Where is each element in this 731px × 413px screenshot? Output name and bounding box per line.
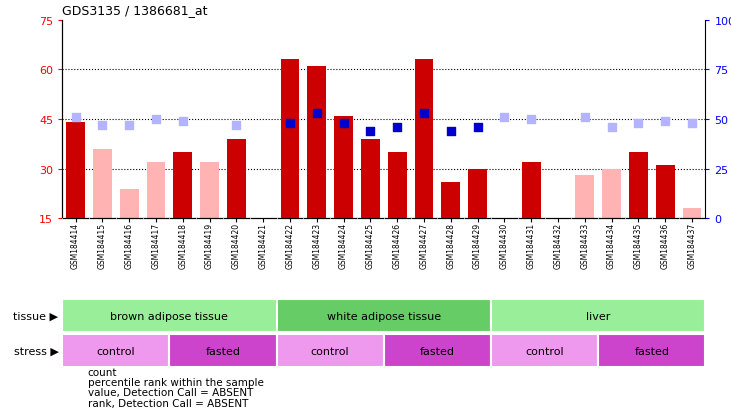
Bar	[227, 140, 246, 219]
Bar	[170, 335, 276, 368]
Text: control: control	[311, 346, 349, 356]
Point	[284, 121, 296, 127]
Text: GSM184437: GSM184437	[688, 222, 697, 268]
Bar	[120, 189, 139, 219]
Text: GSM184419: GSM184419	[205, 222, 214, 268]
Text: tissue ▶: tissue ▶	[13, 311, 58, 321]
Text: GSM184428: GSM184428	[447, 222, 455, 268]
Point	[311, 111, 322, 117]
Bar	[384, 335, 491, 368]
Bar	[62, 299, 276, 332]
Bar	[491, 299, 705, 332]
Bar	[656, 166, 675, 219]
Text: rank, Detection Call = ABSENT: rank, Detection Call = ABSENT	[88, 398, 248, 408]
Text: value, Detection Call = ABSENT: value, Detection Call = ABSENT	[88, 387, 253, 397]
Point	[471, 124, 483, 131]
Text: GSM184414: GSM184414	[71, 222, 80, 268]
Text: fasted: fasted	[420, 346, 455, 356]
Point	[632, 121, 644, 127]
Bar	[414, 60, 433, 219]
Text: control: control	[526, 346, 564, 356]
Bar	[387, 153, 406, 219]
Point	[418, 111, 430, 117]
Bar	[361, 140, 380, 219]
Point	[150, 116, 162, 123]
Text: GSM184436: GSM184436	[661, 222, 670, 268]
Text: GSM184427: GSM184427	[420, 222, 428, 268]
Text: count: count	[88, 367, 117, 377]
Point	[445, 128, 457, 135]
Bar	[281, 60, 300, 219]
Bar	[602, 169, 621, 219]
Text: GSM184429: GSM184429	[473, 222, 482, 268]
Text: GSM184423: GSM184423	[312, 222, 321, 268]
Bar	[62, 335, 170, 368]
Text: GSM184424: GSM184424	[339, 222, 348, 268]
Point	[526, 116, 537, 123]
Text: GSM184426: GSM184426	[393, 222, 401, 268]
Text: GSM184432: GSM184432	[553, 222, 562, 268]
Bar	[522, 196, 540, 219]
Text: GSM184421: GSM184421	[259, 222, 268, 268]
Bar	[468, 169, 487, 219]
Bar	[442, 183, 461, 219]
Text: white adipose tissue: white adipose tissue	[327, 311, 441, 321]
Point	[365, 128, 376, 135]
Bar	[200, 163, 219, 219]
Bar	[598, 335, 705, 368]
Point	[177, 119, 189, 125]
Text: GDS3135 / 1386681_at: GDS3135 / 1386681_at	[62, 4, 208, 17]
Text: control: control	[96, 346, 135, 356]
Bar	[276, 335, 384, 368]
Point	[230, 122, 242, 129]
Text: GSM184433: GSM184433	[580, 222, 589, 268]
Text: GSM184430: GSM184430	[500, 222, 509, 268]
Text: GSM184431: GSM184431	[527, 222, 536, 268]
Bar	[67, 123, 85, 219]
Point	[391, 124, 403, 131]
Text: fasted: fasted	[205, 346, 240, 356]
Bar	[146, 163, 165, 219]
Text: percentile rank within the sample: percentile rank within the sample	[88, 377, 264, 387]
Bar	[276, 299, 491, 332]
Point	[96, 122, 108, 129]
Bar	[683, 209, 701, 219]
Text: GSM184418: GSM184418	[178, 222, 187, 268]
Bar	[629, 153, 648, 219]
Text: fasted: fasted	[635, 346, 670, 356]
Text: liver: liver	[586, 311, 610, 321]
Bar	[173, 153, 192, 219]
Text: GSM184425: GSM184425	[366, 222, 375, 268]
Text: GSM184416: GSM184416	[125, 222, 134, 268]
Point	[659, 119, 671, 125]
Point	[579, 114, 591, 121]
Point	[686, 121, 698, 127]
Bar	[334, 116, 353, 219]
Text: GSM184434: GSM184434	[607, 222, 616, 268]
Bar	[93, 150, 112, 219]
Point	[69, 114, 81, 121]
Bar	[575, 176, 594, 219]
Bar	[522, 163, 540, 219]
Text: GSM184420: GSM184420	[232, 222, 240, 268]
Bar	[307, 67, 326, 219]
Bar	[442, 186, 461, 219]
Point	[499, 114, 510, 121]
Text: stress ▶: stress ▶	[14, 346, 58, 356]
Bar	[67, 123, 85, 219]
Text: brown adipose tissue: brown adipose tissue	[110, 311, 228, 321]
Point	[338, 121, 349, 127]
Text: GSM184422: GSM184422	[286, 222, 295, 268]
Text: GSM184415: GSM184415	[98, 222, 107, 268]
Text: GSM184435: GSM184435	[634, 222, 643, 268]
Text: GSM184417: GSM184417	[151, 222, 160, 268]
Bar	[491, 335, 598, 368]
Point	[124, 122, 135, 129]
Point	[606, 124, 618, 131]
